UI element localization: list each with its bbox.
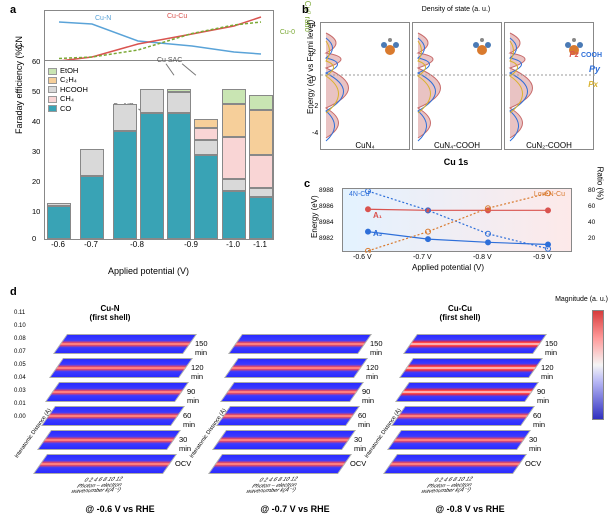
- time-label: OCV: [175, 459, 191, 468]
- wf-xaxis: 0 2 4 6 8 10 12Photon – electronwavenumb…: [377, 476, 521, 497]
- legend-item: HCOOH: [48, 85, 88, 94]
- wavelet-slice: [208, 454, 352, 474]
- panel-b-title: Density of state (a. u.): [308, 6, 604, 13]
- panel-c-yr: Ratio (%): [595, 167, 604, 200]
- panel-a-top-plot: Cu-N Cu-Cu Cu-0: [44, 10, 274, 60]
- panel-b-y: Energy (eV vs Fermi level): [306, 20, 315, 114]
- colorbar-tick: 0.01: [14, 401, 616, 407]
- molecule-icon: [469, 35, 495, 61]
- time-label: OCV: [525, 459, 541, 468]
- panel-a-label: a: [10, 4, 16, 16]
- annot-a1: A₁: [373, 211, 382, 220]
- panel-a: CN Cu⁰ ratio Cu-N Cu-Cu Cu-0 Cu SAC Cu N…: [18, 4, 298, 274]
- orb-pz: Pz: [569, 50, 578, 59]
- molecule-icon: [377, 35, 403, 61]
- panel-a-y-left: Faraday efficiency (%): [14, 45, 24, 134]
- panel-b-ytick: 2: [312, 49, 316, 56]
- panel-c: 4N-Cu Low N-Cu A₁ A₂ Energy (eV) Ratio (…: [312, 182, 602, 272]
- legend-item: CH₄: [48, 94, 88, 103]
- colorbar-tick: 0.08: [14, 336, 616, 342]
- legend-item: CO: [48, 104, 88, 113]
- panel-c-x: Applied potential (V): [412, 263, 484, 272]
- xtick-a: -0.7: [84, 240, 98, 286]
- panel-c-plot: 4N-Cu Low N-Cu A₁ A₂: [342, 188, 572, 252]
- legend-item: C₂H₄: [48, 75, 88, 84]
- dos-sub-label: CuN₂-COOH: [505, 141, 593, 150]
- panel-c-xtick: -0.6 V: [353, 254, 372, 261]
- wf-xaxis: 0 2 4 6 8 10 12Photon – electronwavenumb…: [202, 476, 346, 497]
- panel-a-legend: EtOHC₂H₄HCOOHCH₄CO: [48, 66, 88, 113]
- wavelet-slice: [387, 430, 531, 450]
- legend-item: EtOH: [48, 66, 88, 75]
- waterfall: Cu-N(first shell)OCV30 min60 min90 min12…: [40, 306, 200, 486]
- dos-sub-label: CuN₄-COOH: [413, 141, 501, 150]
- wavelet-slice: [37, 430, 181, 450]
- wavelet-slice: [33, 454, 177, 474]
- wf-xaxis: 0 2 4 6 8 10 12Photon – electronwavenumb…: [27, 476, 171, 497]
- colorbar-tick: 0.05: [14, 362, 616, 368]
- waterfall: Cu-Cu(first shell)OCV30 min60 min90 min1…: [390, 306, 550, 486]
- xtick-a: -0.6: [51, 240, 65, 286]
- panel-a-x: Applied potential (V): [108, 266, 189, 276]
- xtick-a: -0.9: [184, 240, 198, 286]
- orb-py: Py: [589, 64, 600, 74]
- colorbar-tick: 0.11: [14, 310, 616, 316]
- panel-c-svg: [343, 189, 573, 253]
- xtick-a: -1.0: [226, 240, 240, 286]
- panel-c-xtick: -0.8 V: [473, 254, 492, 261]
- colorbar-tick: 0.03: [14, 388, 616, 394]
- panel-b-ytick: 0: [312, 76, 316, 83]
- colorbar-tick: 0.07: [14, 349, 616, 355]
- wavelet-slice: [383, 454, 527, 474]
- orb-px: Px: [588, 80, 598, 89]
- dos-sub: CuN₄-COOH: [412, 22, 502, 150]
- colorbar-title: Magnitude (a. u.): [555, 296, 608, 303]
- colorbar-tick: 0.00: [14, 414, 616, 420]
- xtick-a: -0.8: [130, 240, 144, 286]
- time-label: OCV: [350, 459, 366, 468]
- annot-cusac: Cu SAC: [157, 57, 182, 64]
- dos-sub: CuN₄: [320, 22, 410, 150]
- dos-sub-label: CuN₄: [321, 141, 409, 150]
- annot-4ncu: 4N-Cu: [349, 191, 369, 198]
- panel-b: Density of state (a. u.) Energy (eV vs F…: [308, 4, 604, 169]
- panel-b-x: Cu 1s: [308, 157, 604, 167]
- waterfall: OCV30 min60 min90 min120 min150 min0 2 4…: [215, 306, 375, 486]
- annot-cu0: Cu-0: [280, 29, 295, 36]
- panel-a-top-svg: [45, 11, 275, 61]
- colorbar-tick: 0.10: [14, 323, 616, 329]
- panel-b-ytick: -2: [312, 103, 318, 110]
- colorbar-tick: 0.04: [14, 375, 616, 381]
- panel-b-ytick: 4: [312, 22, 316, 29]
- orb-cooh: COOH: [581, 52, 602, 59]
- panel-c-yl: Energy (eV): [310, 195, 319, 238]
- annot-a2: A₂: [373, 229, 382, 238]
- time-label: 30 min: [529, 435, 550, 453]
- panel-c-xtick: -0.9 V: [533, 254, 552, 261]
- panel-c-xtick: -0.7 V: [413, 254, 432, 261]
- xtick-a: -1.1: [253, 240, 267, 286]
- wavelet-slice: [212, 430, 356, 450]
- panel-c-label: c: [304, 178, 310, 190]
- annot-lowncu: Low N-Cu: [534, 191, 565, 198]
- panel-b-ytick: -4: [312, 130, 318, 137]
- dos-sub: CuN₂-COOH: [504, 22, 594, 150]
